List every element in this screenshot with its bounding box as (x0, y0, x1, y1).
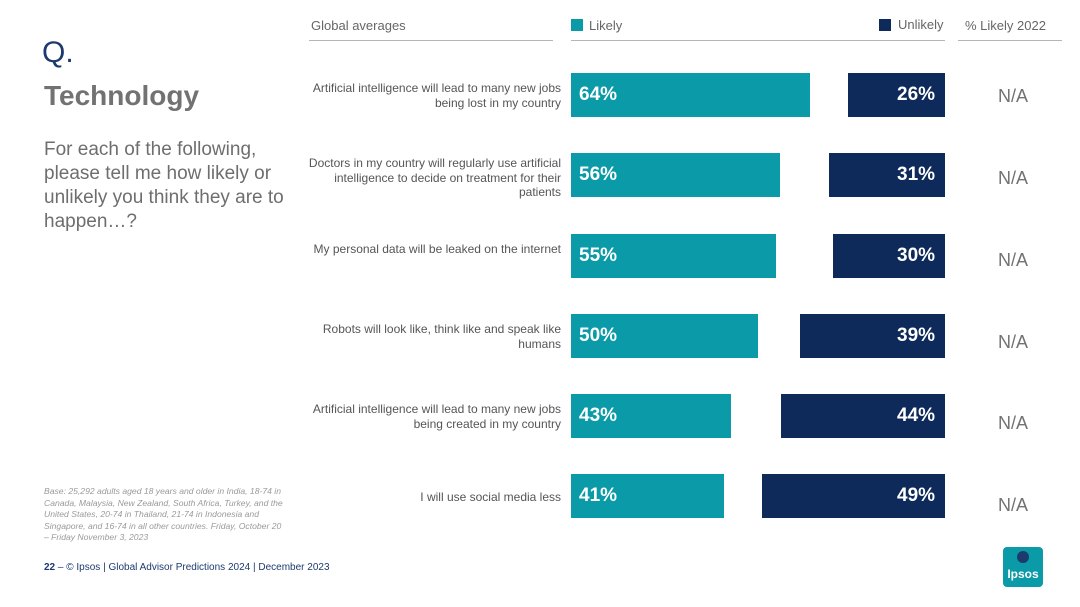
ipsos-logo: Ipsos (1003, 547, 1043, 587)
footer-text: © Ipsos | Global Advisor Predictions 202… (66, 562, 330, 573)
likely-2022-value: N/A (998, 494, 1029, 515)
bar-unlikely (799, 314, 945, 358)
legend-label-unlikely: Unlikely (898, 17, 944, 32)
legend-swatch-likely (571, 19, 583, 31)
chart-header: Global averages (311, 18, 406, 33)
category-label: I will use social media less (420, 490, 561, 504)
bar-unlikely (833, 234, 945, 278)
bar-likely (571, 234, 777, 278)
bar-likely (571, 394, 732, 438)
bar-label-unlikely: 30% (897, 245, 936, 266)
bar-label-likely: 55% (579, 245, 618, 266)
logo-mark-icon (1017, 551, 1029, 563)
likely-2022-value: N/A (998, 250, 1029, 270)
header-divider (571, 40, 945, 41)
question-text: For each of the following, please tell m… (44, 139, 284, 232)
bar-likely (571, 474, 724, 518)
bar-label-likely: 43% (579, 405, 618, 426)
q-mark: Q. (42, 36, 74, 69)
bar-label-likely: 64% (579, 84, 618, 105)
bar-likely (571, 314, 758, 358)
bar-label-likely: 41% (579, 485, 618, 506)
header-divider (309, 40, 553, 41)
bar-label-unlikely: 39% (897, 325, 936, 346)
likely-2022-value: N/A (998, 413, 1029, 433)
bar-unlikely (762, 474, 945, 518)
column-header-2022: % Likely 2022 (965, 18, 1046, 33)
likely-2022-value: N/A (998, 86, 1029, 106)
logo-text: Ipsos (1007, 567, 1039, 581)
likely-2022-value: N/A (998, 167, 1029, 188)
legend-swatch-unlikely (879, 19, 891, 31)
category-label: Robots will look like, think like and sp… (322, 322, 561, 351)
category-label: Artificial intelligence will lead to man… (312, 81, 561, 110)
bar-likely (571, 153, 780, 197)
footer-dash: – (57, 562, 64, 573)
bar-unlikely (848, 73, 945, 117)
bar-label-unlikely: 26% (897, 84, 936, 105)
bar-label-unlikely: 44% (897, 405, 936, 426)
bar-label-likely: 56% (579, 164, 618, 185)
header-divider (958, 40, 1062, 41)
likely-2022-value: N/A (998, 331, 1029, 352)
bar-label-likely: 50% (579, 325, 618, 346)
category-label: My personal data will be leaked on the i… (313, 242, 561, 256)
bar-label-unlikely: 49% (897, 485, 936, 506)
footer: 22 – © Ipsos | Global Advisor Prediction… (44, 562, 330, 573)
base-note: Base: 25,292 adults aged 18 years and ol… (44, 486, 283, 542)
page-title: Technology (44, 80, 200, 111)
page-number: 22 (44, 562, 56, 573)
bar-label-unlikely: 31% (897, 164, 936, 185)
category-label: Artificial intelligence will lead to man… (312, 402, 561, 431)
bar-unlikely (780, 394, 945, 438)
legend-label-likely: Likely (589, 18, 623, 33)
bar-unlikely (829, 153, 945, 197)
bar-likely (571, 73, 810, 117)
category-label: Doctors in my country will regularly use… (308, 156, 561, 199)
